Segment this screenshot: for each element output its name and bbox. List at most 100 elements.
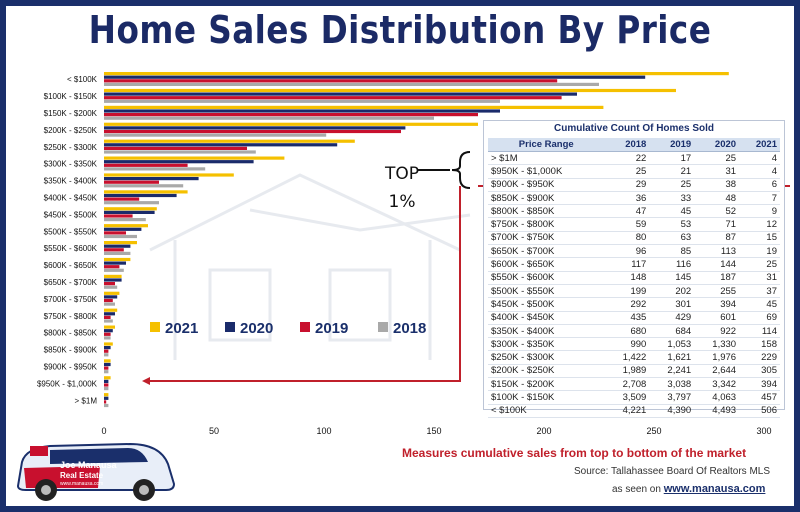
table-cell-price: $800K - $850K xyxy=(488,204,605,219)
house-watermark xyxy=(149,173,471,360)
table-cell-count: 4,493 xyxy=(694,404,740,418)
table-cell-price: $650K - $700K xyxy=(488,244,605,259)
bar-2018-3 xyxy=(104,133,327,137)
bar-2018-4 xyxy=(104,150,256,154)
bar-2020-10 xyxy=(104,244,131,248)
table-row: $500K - $550K 199 202 255 37 xyxy=(488,284,780,299)
table-row: $800K - $850K 47 45 52 9 xyxy=(488,204,780,219)
bar-2021-11 xyxy=(104,257,131,262)
table-row: $400K - $450K 435 429 601 69 xyxy=(488,311,780,325)
legend-swatch-2018 xyxy=(378,322,388,332)
table-row: $700K - $750K 80 63 87 15 xyxy=(488,231,780,246)
bar-2018-5 xyxy=(104,167,206,171)
table-cell-price: $550K - $600K xyxy=(488,271,605,285)
table-cell-count: 506 xyxy=(739,404,780,418)
x-tick-label-0: 0 xyxy=(101,426,106,436)
x-axis-ticks: 0 50 100 150 200 250 300 xyxy=(101,426,771,436)
table-cell-count: 429 xyxy=(649,311,695,325)
table-cell-count: 1,422 xyxy=(604,350,650,365)
y-tick-label-11: $600K - $650K xyxy=(44,261,98,270)
table-row: $750K - $800K 59 53 71 12 xyxy=(488,217,780,232)
footer-description: Measures cumulative sales from top to bo… xyxy=(402,446,747,460)
table-cell-count: 25 xyxy=(739,257,780,272)
table-cell-count: 4,063 xyxy=(694,390,740,405)
legend-swatch-2021 xyxy=(150,322,160,332)
bar-2019-4 xyxy=(104,146,247,150)
table-cell-price: $900K - $950K xyxy=(488,178,605,192)
bar-2018-1 xyxy=(104,99,500,103)
y-tick-label-15: $800K - $850K xyxy=(44,329,98,338)
bar-2018-0 xyxy=(104,82,599,86)
table-header-2019: 2019 xyxy=(649,138,695,152)
table-row: $650K - $700K 96 85 113 19 xyxy=(488,244,780,259)
bar-2021-18 xyxy=(104,376,111,380)
table-title: Cumulative Count Of Homes Sold xyxy=(553,123,714,134)
bar-2019-3 xyxy=(104,129,401,134)
table-row: $250K - $300K 1,422 1,621 1,976 229 xyxy=(488,350,780,365)
bar-2019-5 xyxy=(104,163,188,167)
table-cell-count: 1,330 xyxy=(694,337,740,352)
bar-2019-12 xyxy=(104,282,115,286)
table-cell-price: $300K - $350K xyxy=(488,337,605,352)
bar-2021-10 xyxy=(104,241,137,245)
y-tick-label-18: $950K - $1,000K xyxy=(37,379,98,388)
bar-2019-16 xyxy=(104,349,109,353)
y-tick-label-12: $650K - $700K xyxy=(44,278,98,287)
y-tick-label-14: $750K - $800K xyxy=(44,312,98,321)
bar-2021-17 xyxy=(104,359,111,363)
table-cell-count: 187 xyxy=(694,271,740,285)
y-tick-label-17: $900K - $950K xyxy=(44,363,98,372)
bar-2020-0 xyxy=(104,75,646,79)
top-callout: TOP 1% xyxy=(372,160,432,216)
bar-2020-19 xyxy=(104,396,109,400)
table-cell-price: $150K - $200K xyxy=(488,377,605,392)
bar-2020-5 xyxy=(104,160,254,164)
table-cell-count: 4,390 xyxy=(649,404,695,418)
table-cell-count: 116 xyxy=(649,257,695,272)
table-cell-count: 6 xyxy=(739,178,780,192)
bar-2018-13 xyxy=(104,302,115,306)
seen-site-link[interactable]: www.manausa.com xyxy=(663,483,766,495)
table-cell-count: 601 xyxy=(694,311,740,325)
table-cell-price: $500K - $550K xyxy=(488,284,605,299)
table-cell-count: 96 xyxy=(604,244,650,259)
bar-2020-18 xyxy=(104,379,109,383)
table-cell-count: 9 xyxy=(739,204,780,219)
x-tick-label-2: 100 xyxy=(316,426,331,436)
y-tick-label-1: $100K - $150K xyxy=(44,92,98,101)
bar-2018-14 xyxy=(104,319,113,323)
table-cell-count: 29 xyxy=(604,178,650,192)
table-cell-count: 229 xyxy=(739,350,780,365)
bar-2020-8 xyxy=(104,210,155,214)
bar-2021-0 xyxy=(104,72,729,76)
table-row: $350K - $400K 680 684 922 114 xyxy=(488,324,780,339)
legend-label-2018: 2018 xyxy=(393,320,426,337)
table-cell-count: 4 xyxy=(739,164,780,179)
table-cell-price: < $100K xyxy=(488,404,605,418)
table-cell-count: 922 xyxy=(694,324,740,339)
y-axis-labels: < $100K $100K - $150K $150K - $200K $200K -… xyxy=(37,75,98,405)
table-cell-price: $450K - $500K xyxy=(488,297,605,312)
table-cell-count: 199 xyxy=(604,284,650,299)
bar-2018-2 xyxy=(104,116,434,120)
legend-label-2020: 2020 xyxy=(240,320,273,337)
table-cell-price: $700K - $750K xyxy=(488,231,605,246)
table-cell-count: 158 xyxy=(739,337,780,352)
bar-2018-6 xyxy=(104,184,184,188)
callout-line1: TOP xyxy=(384,164,420,184)
y-tick-label-3: $200K - $250K xyxy=(44,126,98,135)
y-tick-label-4: $250K - $300K xyxy=(44,143,98,152)
table-cell-count: 25 xyxy=(694,151,740,166)
bar-2021-4 xyxy=(104,139,355,143)
table-cell-count: 4 xyxy=(739,151,780,166)
table-cell-count: 25 xyxy=(604,164,650,179)
table-row: > $1M 22 17 25 4 xyxy=(488,151,780,166)
table-cell-count: 52 xyxy=(694,204,740,219)
bars-group xyxy=(104,72,729,408)
table-cell-price: $250K - $300K xyxy=(488,350,605,365)
table-cell-count: 47 xyxy=(604,204,650,219)
table-cell-count: 117 xyxy=(604,257,650,272)
table-cell-count: 31 xyxy=(694,164,740,179)
table-cell-count: 394 xyxy=(694,297,740,312)
